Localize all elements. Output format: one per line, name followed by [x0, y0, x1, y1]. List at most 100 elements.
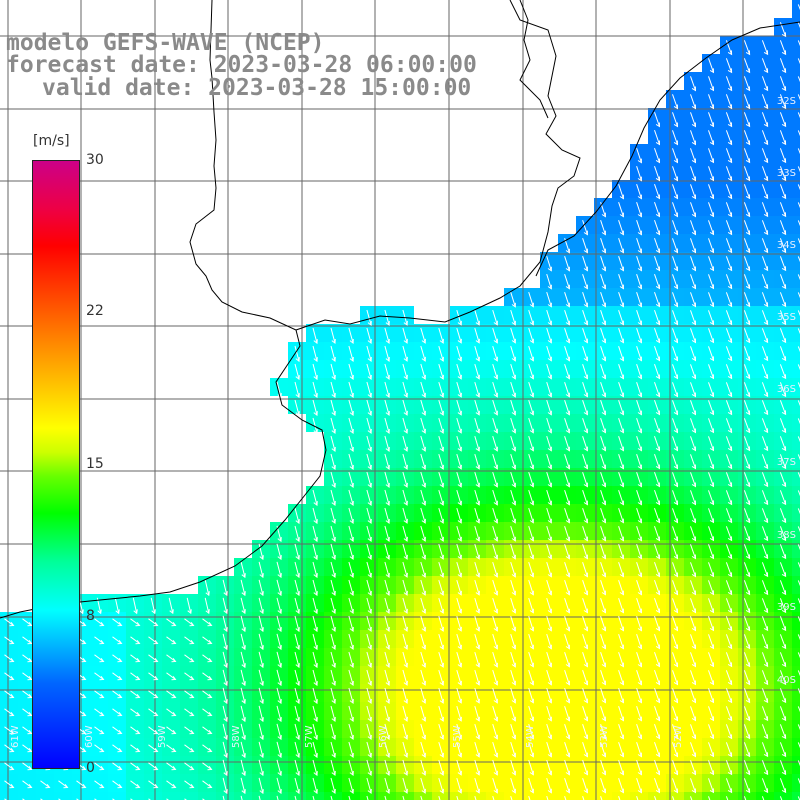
field-cell — [684, 162, 702, 180]
field-cell — [360, 594, 378, 612]
field-cell — [468, 342, 486, 360]
wind-arrow-head — [727, 356, 733, 362]
wind-arrow — [654, 616, 660, 631]
wind-arrow-head — [529, 788, 534, 794]
wind-arrow-head — [763, 284, 769, 290]
wind-arrow — [618, 742, 624, 757]
wind-arrow-head — [673, 410, 679, 416]
wind-arrow-head — [745, 518, 751, 524]
field-cell — [396, 306, 414, 324]
wind-arrow — [348, 741, 354, 758]
field-cell — [666, 306, 684, 324]
wind-arrow-head — [475, 392, 480, 398]
wind-arrow — [725, 454, 733, 469]
wind-arrow-head — [171, 765, 177, 771]
field-cell — [756, 612, 774, 630]
wind-arrow-head — [691, 752, 697, 758]
wind-arrow-head — [745, 248, 751, 254]
field-cell — [684, 630, 702, 648]
field-cell — [738, 36, 756, 54]
wind-arrow-head — [709, 770, 715, 776]
field-cell — [648, 522, 666, 540]
field-cell — [432, 756, 450, 774]
wind-arrow — [725, 778, 733, 793]
field-cell — [738, 720, 756, 738]
wind-arrow-head — [619, 302, 624, 308]
wind-arrow-head — [241, 627, 246, 633]
field-cell — [414, 342, 432, 360]
wind-arrow-head — [673, 680, 679, 686]
wind-arrow-head — [673, 284, 679, 290]
field-cell — [324, 594, 342, 612]
wind-arrow-head — [511, 482, 516, 488]
wind-arrow-head — [565, 626, 570, 632]
field-cell — [378, 720, 396, 738]
wind-arrow — [761, 454, 769, 469]
wind-arrow — [797, 112, 800, 119]
field-cell — [468, 594, 486, 612]
wind-arrow — [438, 363, 444, 380]
field-cell — [738, 612, 756, 630]
wind-arrow — [600, 580, 606, 595]
field-cell — [576, 774, 594, 792]
field-cell — [648, 666, 666, 684]
wind-arrow — [725, 508, 733, 523]
wind-arrow-head — [619, 428, 624, 434]
field-cell — [774, 792, 792, 800]
wind-arrow — [366, 795, 369, 800]
wind-arrow-head — [763, 572, 769, 578]
field-cell — [612, 342, 630, 360]
field-cell — [360, 486, 378, 504]
wind-arrow — [474, 507, 480, 523]
wind-arrow — [743, 166, 751, 181]
wind-arrow-head — [457, 320, 462, 326]
wind-arrow-head — [637, 428, 642, 434]
wind-arrow-head — [511, 410, 516, 416]
field-cell — [486, 324, 504, 342]
field-cell — [648, 540, 666, 558]
wind-arrow — [797, 634, 800, 641]
field-cell — [738, 648, 756, 666]
field-cell — [342, 648, 360, 666]
wind-arrow-head — [439, 500, 444, 506]
wind-arrow-head — [153, 639, 159, 645]
field-cell — [702, 180, 720, 198]
wind-arrow-head — [295, 771, 300, 777]
wind-arrow — [330, 507, 336, 524]
wind-arrow — [582, 382, 588, 397]
field-cell — [414, 666, 432, 684]
field-cell — [792, 288, 800, 306]
field-cell — [540, 522, 558, 540]
wind-arrow — [330, 363, 336, 380]
wind-arrow-head — [493, 428, 498, 434]
wind-arrow-head — [349, 608, 354, 614]
field-cell — [630, 738, 648, 756]
wind-arrow-head — [259, 663, 264, 669]
field-cell — [234, 648, 252, 666]
wind-arrow — [402, 435, 408, 452]
field-cell — [666, 432, 684, 450]
wind-arrow — [761, 526, 769, 541]
wind-arrow — [528, 687, 534, 703]
wind-arrow-head — [457, 626, 462, 632]
field-cell — [702, 612, 720, 630]
wind-arrow — [438, 651, 444, 668]
wind-arrow — [636, 328, 642, 343]
field-cell — [270, 720, 288, 738]
field-cell — [414, 396, 432, 414]
wind-arrow-head — [655, 536, 661, 542]
field-cell — [306, 594, 324, 612]
wind-arrow-head — [259, 573, 264, 579]
field-cell — [612, 288, 630, 306]
wind-arrow — [654, 130, 660, 145]
wind-arrow — [402, 489, 408, 506]
field-cell — [306, 360, 324, 378]
field-cell — [576, 396, 594, 414]
field-cell — [270, 522, 288, 540]
field-cell — [468, 378, 486, 396]
wind-arrow — [348, 561, 354, 578]
wind-arrow-head — [27, 765, 33, 771]
wind-arrow — [582, 310, 588, 325]
wind-arrow — [312, 507, 318, 524]
field-cell — [594, 774, 612, 792]
